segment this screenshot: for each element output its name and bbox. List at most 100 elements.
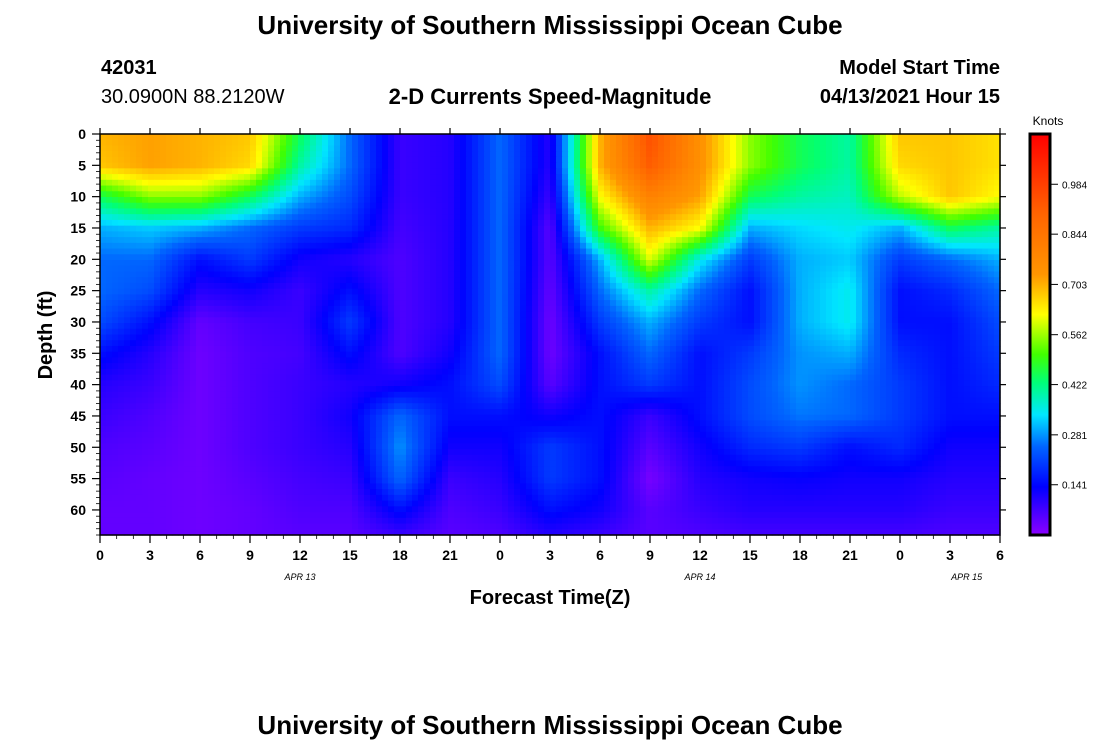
heatmap-cell: [790, 219, 797, 227]
heatmap-cell: [580, 191, 587, 198]
heatmap-cell: [358, 294, 365, 301]
heatmap-cell: [820, 145, 827, 152]
heatmap-cell: [778, 151, 785, 158]
heatmap-cell: [412, 185, 419, 192]
heatmap-cell: [634, 191, 641, 198]
heatmap-cell: [580, 168, 587, 175]
heatmap-cell: [394, 242, 401, 250]
heatmap-cell: [256, 231, 263, 238]
heatmap-cell: [874, 300, 881, 307]
heatmap-cell: [904, 254, 911, 261]
heatmap-cell: [880, 311, 887, 318]
heatmap-cell: [790, 294, 797, 301]
heatmap-cell: [172, 294, 179, 301]
heatmap-cell: [640, 197, 647, 204]
heatmap-cell: [700, 311, 707, 318]
heatmap-cell: [694, 277, 701, 284]
heatmap-cell: [988, 156, 995, 164]
heatmap-cell: [526, 242, 533, 250]
heatmap-cell: [346, 168, 353, 175]
heatmap-cell: [124, 282, 131, 290]
heatmap-cell: [634, 277, 641, 284]
heatmap-cell: [496, 288, 503, 295]
heatmap-cell: [154, 191, 161, 198]
heatmap-cell: [964, 145, 971, 152]
heatmap-cell: [202, 317, 209, 324]
heatmap-cell: [220, 305, 227, 313]
heatmap-cell: [376, 185, 383, 192]
heatmap-cell: [994, 237, 1001, 244]
heatmap-cell: [718, 219, 725, 227]
heatmap-cell: [946, 260, 953, 267]
heatmap-cell: [358, 317, 365, 324]
heatmap-cell: [484, 248, 491, 255]
heatmap-cell: [256, 156, 263, 164]
heatmap-cell: [352, 282, 359, 290]
heatmap-cell: [772, 162, 779, 169]
heatmap-cell: [640, 260, 647, 267]
heatmap-cell: [160, 151, 167, 158]
heatmap-cell: [532, 237, 539, 244]
heatmap-cell: [238, 271, 245, 278]
heatmap-cell: [358, 271, 365, 278]
heatmap-cell: [484, 294, 491, 301]
heatmap-cell: [328, 151, 335, 158]
heatmap-cell: [304, 317, 311, 324]
heatmap-cell: [364, 277, 371, 284]
heatmap-cell: [868, 197, 875, 204]
heatmap-cell: [250, 139, 257, 147]
heatmap-cell: [214, 174, 221, 181]
heatmap-cell: [382, 277, 389, 284]
heatmap-cell: [718, 317, 725, 324]
heatmap-cell: [640, 134, 647, 141]
heatmap-cell: [580, 162, 587, 169]
heatmap-cell: [694, 197, 701, 204]
heatmap-cell: [388, 174, 395, 181]
heatmap-cell: [370, 305, 377, 313]
heatmap-cell: [256, 248, 263, 255]
heatmap-cell: [478, 202, 485, 210]
heatmap-cell: [916, 300, 923, 307]
heatmap-cell: [850, 260, 857, 267]
heatmap-cell: [184, 260, 191, 267]
heatmap-cell: [910, 202, 917, 210]
heatmap-cell: [130, 145, 137, 152]
heatmap-cell: [400, 254, 407, 261]
heatmap-cell: [196, 242, 203, 250]
heatmap-cell: [970, 174, 977, 181]
heatmap-cell: [436, 219, 443, 227]
heatmap-cell: [412, 156, 419, 164]
heatmap-cell: [160, 237, 167, 244]
heatmap-cell: [616, 248, 623, 255]
heatmap-cell: [256, 225, 263, 232]
heatmap-cell: [190, 185, 197, 192]
heatmap-cell: [838, 237, 845, 244]
heatmap-cell: [214, 134, 221, 141]
heatmap-cell: [682, 151, 689, 158]
heatmap-cell: [370, 265, 377, 273]
heatmap-cell: [856, 305, 863, 313]
heatmap-cell: [502, 174, 509, 181]
heatmap-cell: [388, 294, 395, 301]
heatmap-cell: [874, 277, 881, 284]
heatmap-cell: [418, 254, 425, 261]
heatmap-cell: [238, 265, 245, 273]
heatmap-cell: [802, 162, 809, 169]
heatmap-cell: [964, 317, 971, 324]
heatmap-cell: [556, 317, 563, 324]
heatmap-cell: [520, 317, 527, 324]
heatmap-cell: [268, 162, 275, 169]
heatmap-cell: [502, 317, 509, 324]
heatmap-cell: [466, 145, 473, 152]
heatmap-cell: [862, 260, 869, 267]
heatmap-cell: [532, 168, 539, 175]
heatmap-cell: [166, 231, 173, 238]
heatmap-cell: [694, 202, 701, 210]
heatmap-cell: [616, 231, 623, 238]
heatmap-cell: [328, 323, 335, 330]
heatmap-cell: [742, 277, 749, 284]
heatmap-cell: [742, 174, 749, 181]
heatmap-cell: [100, 179, 107, 187]
heatmap-cell: [322, 208, 329, 215]
heatmap-cell: [190, 323, 197, 330]
